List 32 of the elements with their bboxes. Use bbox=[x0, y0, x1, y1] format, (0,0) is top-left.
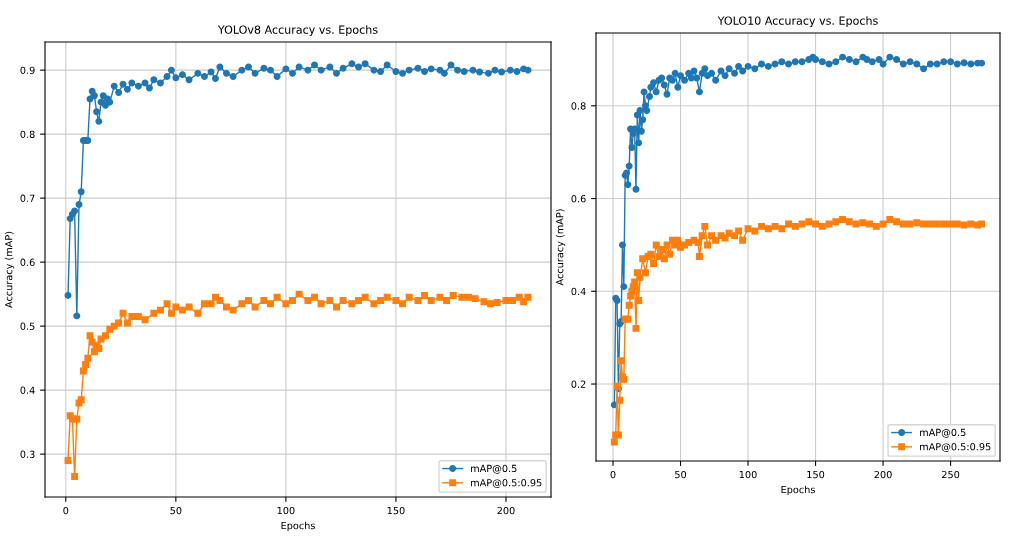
y-tick-label: 0.7 bbox=[20, 194, 35, 202]
x-tick-label: 50 bbox=[675, 470, 687, 479]
x-tick-label: 0 bbox=[610, 470, 616, 479]
y-tick-label: 0.6 bbox=[571, 195, 586, 203]
x-tick-label: 50 bbox=[170, 506, 182, 515]
y-axis-title: Accuracy (mAP) bbox=[4, 231, 15, 308]
y-tick-label: 0.8 bbox=[20, 130, 35, 138]
x-tick-label: 0 bbox=[63, 506, 69, 515]
y-axis-title: Accuracy (mAP) bbox=[555, 209, 566, 286]
chart-title: YOLOv8 Accuracy vs. Epochs bbox=[217, 25, 378, 36]
x-tick-label: 200 bbox=[874, 470, 892, 479]
y-tick-label: 0.9 bbox=[20, 66, 35, 74]
x-tick-label: 150 bbox=[807, 470, 825, 479]
y-tick-label: 0.6 bbox=[20, 258, 35, 266]
y-tick-label: 0.3 bbox=[20, 450, 35, 458]
x-tick-label: 150 bbox=[387, 506, 405, 515]
y-tick-label: 0.8 bbox=[571, 102, 586, 110]
y-tick-label: 0.2 bbox=[571, 380, 586, 388]
y-tick-label: 0.4 bbox=[571, 287, 586, 296]
legend-label: mAP@0.5:0.95 bbox=[471, 479, 542, 488]
legend-label: mAP@0.5:0.95 bbox=[920, 443, 991, 452]
legend-label: mAP@0.5 bbox=[471, 464, 517, 474]
x-axis-title: Epochs bbox=[281, 521, 315, 532]
x-tick-label: 100 bbox=[739, 470, 757, 479]
x-axis-title: Epochs bbox=[781, 485, 815, 496]
chart-title: YOLO10 Accuracy vs. Epochs bbox=[717, 16, 878, 27]
y-tick-label: 0.5 bbox=[20, 322, 35, 330]
x-tick-label: 200 bbox=[497, 506, 515, 515]
x-tick-label: 250 bbox=[942, 470, 960, 479]
x-tick-label: 100 bbox=[277, 506, 295, 515]
legend-label: mAP@0.5 bbox=[920, 428, 966, 438]
y-tick-label: 0.4 bbox=[20, 386, 35, 394]
